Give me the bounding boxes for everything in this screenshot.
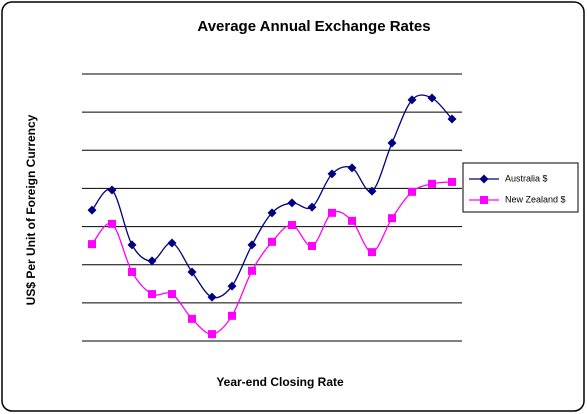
point — [428, 179, 436, 188]
point — [148, 290, 156, 299]
point — [348, 216, 356, 225]
legend-label: Australia $ — [505, 173, 548, 183]
point — [328, 208, 336, 217]
legend-marker — [479, 174, 489, 184]
point — [427, 93, 437, 103]
point — [387, 138, 397, 148]
point — [307, 202, 317, 212]
point — [147, 256, 157, 266]
point — [448, 177, 456, 186]
point — [367, 186, 377, 196]
point — [248, 266, 256, 275]
point — [87, 205, 97, 215]
point — [188, 314, 196, 323]
point — [288, 221, 296, 230]
point — [187, 267, 197, 277]
point — [208, 330, 216, 339]
chart-title: Average Annual Exchange Rates — [197, 18, 430, 35]
point — [327, 169, 337, 179]
point — [268, 237, 276, 246]
y-axis-label: US$ Per Unit of Foreign Currency — [24, 114, 38, 305]
x-axis-label: Year-end Closing Rate — [216, 375, 344, 389]
point — [168, 290, 176, 299]
point — [108, 219, 116, 228]
point — [347, 163, 357, 173]
point — [408, 187, 416, 196]
point — [267, 208, 277, 218]
point — [228, 311, 236, 320]
point — [88, 240, 96, 249]
point — [308, 242, 316, 251]
legend-label: New Zealand $ — [505, 194, 566, 204]
point — [447, 114, 457, 124]
legend-marker — [480, 196, 488, 204]
legend-box — [462, 162, 579, 213]
point — [107, 185, 117, 195]
point — [287, 198, 297, 208]
point — [407, 95, 417, 105]
point — [227, 281, 237, 291]
point — [167, 238, 177, 248]
point — [388, 214, 396, 223]
point — [247, 240, 257, 250]
point — [368, 248, 376, 257]
point — [207, 292, 217, 302]
point — [128, 267, 136, 276]
point — [127, 240, 137, 250]
